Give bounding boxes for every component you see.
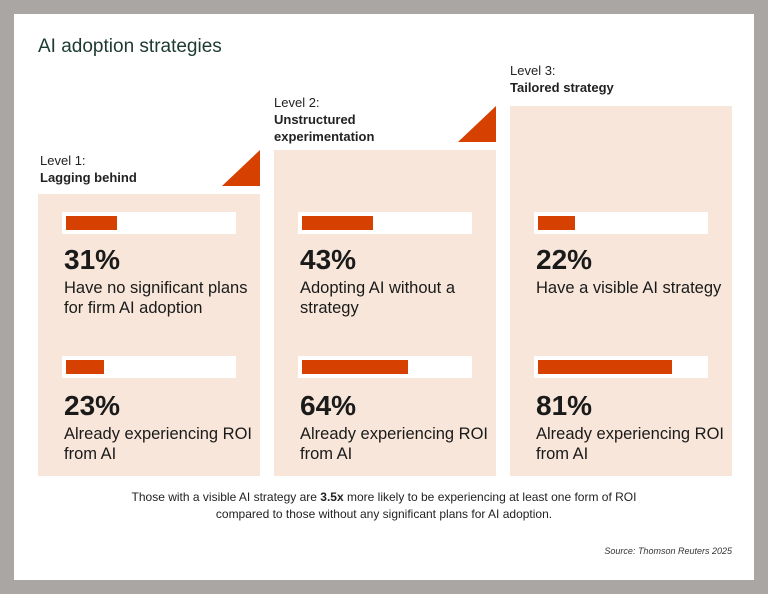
footnote-line2: compared to those without any significan…	[215, 507, 553, 521]
level-1-panel: 31% Have no significant plans for firm A…	[38, 194, 260, 476]
level-1-desc-2: Already experiencing ROI from AI	[64, 425, 253, 463]
level-2-bar-2-track	[298, 356, 472, 378]
page-title: AI adoption strategies	[38, 36, 222, 57]
level-2-desc-2: Already experiencing ROI from AI	[300, 425, 489, 463]
level-1-bar-2-track	[62, 356, 236, 378]
level-2-number: Level 2:	[274, 95, 320, 110]
footnote: Those with a visible AI strategy are 3.5…	[14, 489, 754, 523]
level-2-pct-1: 43%	[300, 244, 357, 275]
level-1-number: Level 1:	[40, 153, 86, 168]
level-2-panel: 43% Adopting AI without a strategy 64% A…	[274, 150, 496, 476]
footnote-line1-post: more likely to be experiencing at least …	[343, 490, 637, 504]
level-1-desc-1: Have no significant plans for firm AI ad…	[64, 279, 248, 317]
level-2-step-triangle	[458, 106, 496, 142]
level-2-desc-1: Adopting AI without a strategy	[300, 279, 456, 317]
level-3-desc-2: Already experiencing ROI from AI	[536, 425, 725, 463]
level-1-bar-2	[66, 360, 105, 374]
level-3-pct-1: 22%	[536, 244, 593, 275]
level-1-bar-1-track	[62, 212, 236, 234]
level-3-label: Level 3: Tailored strategy	[510, 62, 614, 96]
level-1-name: Lagging behind	[40, 170, 137, 185]
level-3-panel: 22% Have a visible AI strategy 81% Alrea…	[510, 106, 732, 476]
level-3-pct-2: 81%	[536, 390, 593, 421]
level-1-label: Level 1: Lagging behind	[40, 152, 137, 186]
footnote-line1-pre: Those with a visible AI strategy are	[131, 490, 321, 504]
level-3-bar-2-track	[534, 356, 708, 378]
level-3-bar-1	[538, 216, 575, 230]
level-2-name: Unstructured experimentation	[274, 112, 375, 144]
level-2-bar-1-track	[298, 212, 472, 234]
source-credit: Source: Thomson Reuters 2025	[604, 546, 732, 556]
level-2-pct-2: 64%	[300, 390, 357, 421]
level-3-bar-1-track	[534, 212, 708, 234]
infographic-card: AI adoption strategies Level 1: Lagging …	[14, 14, 754, 580]
level-3-desc-1: Have a visible AI strategy	[536, 279, 722, 297]
level-1-pct-2: 23%	[64, 390, 121, 421]
level-2-bar-1	[302, 216, 374, 230]
level-3-name: Tailored strategy	[510, 80, 614, 95]
level-2-bar-2	[302, 360, 409, 374]
level-1-step-triangle	[222, 150, 260, 186]
level-2-label: Level 2: Unstructured experimentation	[274, 94, 434, 145]
footnote-multiplier: 3.5x	[320, 490, 344, 504]
level-3-bar-2	[538, 360, 673, 374]
level-3-number: Level 3:	[510, 63, 556, 78]
level-1-pct-1: 31%	[64, 244, 121, 275]
level-1-bar-1	[66, 216, 118, 230]
